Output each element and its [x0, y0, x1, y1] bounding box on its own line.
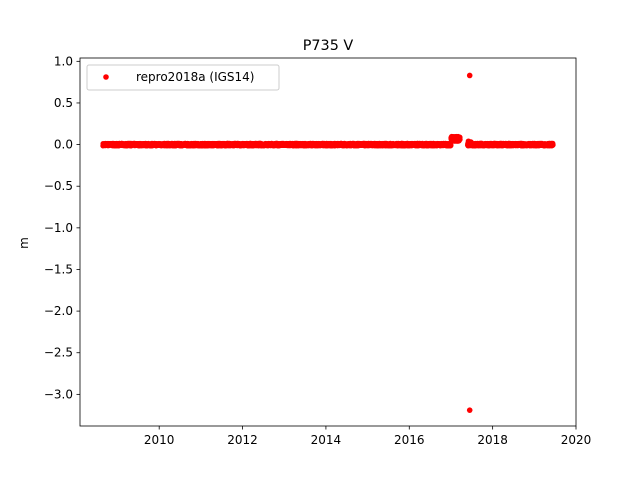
- legend-box: [86, 64, 280, 91]
- chart-title: P735 V: [303, 38, 354, 54]
- y-tick-label: 0.0: [54, 138, 73, 152]
- x-tick-label: 2016: [394, 433, 425, 447]
- x-tick-label: 2018: [477, 433, 508, 447]
- x-tick-label: 2014: [311, 433, 342, 447]
- legend-label: repro2018a (IGS14): [136, 70, 254, 84]
- y-tick-label: −3.0: [44, 387, 73, 401]
- data-point: [448, 142, 454, 148]
- x-tick-label: 2020: [561, 433, 592, 447]
- y-tick-label: −1.0: [44, 221, 73, 235]
- x-axis-ticks: 2010 2012 2014 2016 2018 2020: [144, 426, 591, 447]
- legend: repro2018a (IGS14): [86, 64, 280, 91]
- plot-frame: [79, 57, 577, 427]
- y-tick-label: 1.0: [54, 54, 73, 68]
- y-tick-label: 0.5: [54, 96, 73, 110]
- data-point: [466, 72, 473, 79]
- data-point: [550, 142, 556, 148]
- x-tick-label: 2012: [227, 433, 258, 447]
- y-axis-label: m: [17, 237, 31, 249]
- data-point: [454, 135, 461, 141]
- data-point: [450, 134, 456, 140]
- y-tick-label: −2.5: [44, 346, 73, 360]
- legend-marker: [103, 74, 109, 80]
- y-tick-label: −2.0: [44, 304, 73, 318]
- data-point: [468, 139, 474, 145]
- y-tick-label: −0.5: [44, 179, 73, 193]
- y-tick-label: −1.5: [44, 262, 73, 276]
- x-tick-label: 2010: [144, 433, 175, 447]
- data-point: [466, 407, 473, 413]
- y-axis-ticks: 1.0 0.5 0.0 −0.5 −1.0 −1.5 −2.0 −2.5 −3.0: [44, 54, 80, 401]
- data-points: [100, 72, 556, 413]
